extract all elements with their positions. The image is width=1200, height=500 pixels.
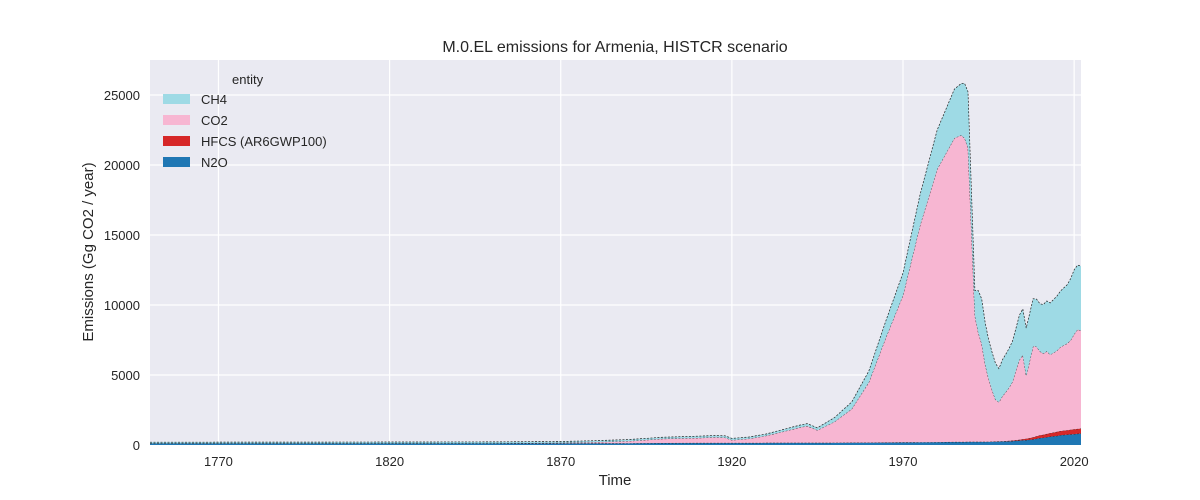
x-tick-label: 1920	[717, 454, 746, 469]
legend-swatch-hfcs-ar6gwp100	[163, 136, 190, 146]
series-areas	[149, 83, 1082, 445]
legend-swatch-co2	[163, 115, 190, 125]
legend: entity CH4 CO2 HFCS (AR6GWP100) N2O	[163, 72, 327, 170]
y-tick-label: 5000	[111, 368, 140, 383]
legend-swatch-n2o	[163, 157, 190, 167]
y-tick-label: 25000	[104, 88, 140, 103]
y-axis-label: Emissions (Gg CO2 / year)	[80, 162, 97, 341]
legend-title: entity	[232, 72, 264, 87]
x-tick-label: 1970	[889, 454, 918, 469]
chart-title: M.0.EL emissions for Armenia, HISTCR sce…	[442, 39, 787, 56]
area-n2o	[150, 433, 1081, 445]
line-ch4	[149, 83, 1082, 443]
y-tick-label: 20000	[104, 158, 140, 173]
y-tick-label: 15000	[104, 228, 140, 243]
y-tick-label: 0	[133, 438, 140, 453]
legend-label-ch4: CH4	[201, 92, 227, 107]
x-tick-label: 1770	[204, 454, 233, 469]
x-tick-label: 2020	[1060, 454, 1089, 469]
legend-label-co2: CO2	[201, 113, 228, 128]
area-co2	[150, 135, 1081, 444]
legend-swatch-ch4	[163, 94, 190, 104]
x-axis-label: Time	[599, 472, 632, 489]
legend-label-n2o: N2O	[201, 155, 228, 170]
x-tick-label: 1870	[546, 454, 575, 469]
x-tick-label: 1820	[375, 454, 404, 469]
y-tick-label: 10000	[104, 298, 140, 313]
legend-label-hfcs-ar6gwp100: HFCS (AR6GWP100)	[201, 134, 327, 149]
tick-labels: 1770 1820 1870 1920 1970 2020 0 5000 10000 15000 2…	[104, 88, 1089, 469]
